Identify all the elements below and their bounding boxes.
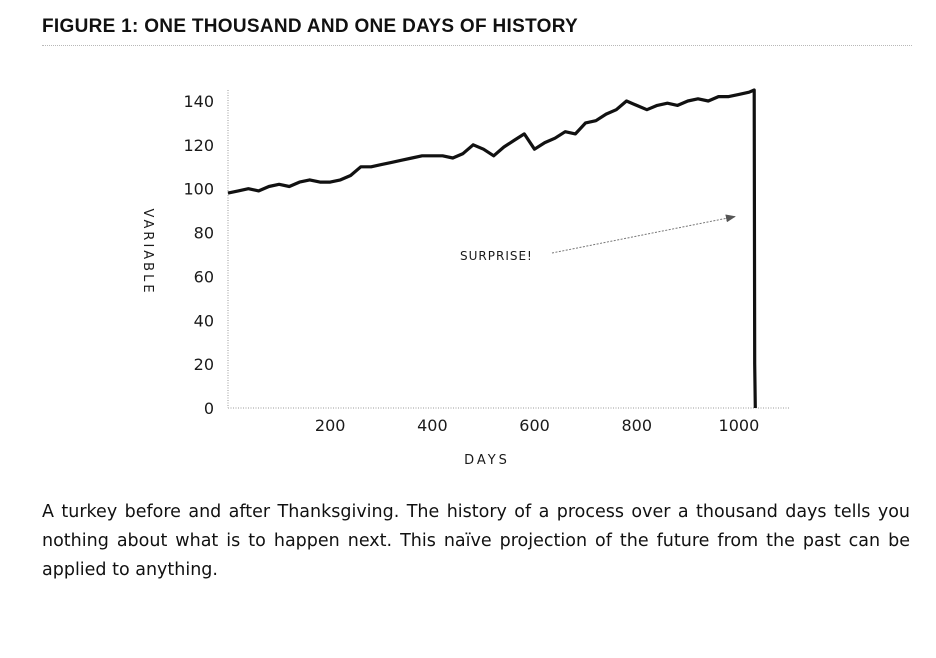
y-tick-label: 80 [194,224,214,243]
y-tick-label: 0 [204,399,214,418]
surprise-arrow-icon [551,214,736,254]
x-tick-label: 400 [417,416,448,435]
title-divider [42,45,912,46]
series-line [227,88,757,409]
x-tick-label: 1000 [719,416,760,435]
surprise-annotation-label: SURPRISE! [460,249,533,263]
annotations: SURPRISE! [460,214,736,263]
x-tick-labels: 200 400 600 800 1000 [315,416,759,435]
x-tick-label: 800 [621,416,652,435]
y-tick-label: 100 [183,180,214,199]
figure-title: FIGURE 1: ONE THOUSAND AND ONE DAYS OF H… [42,16,579,37]
figure-caption: A turkey before and after Thanksgiving. … [42,502,910,580]
y-tick-label: 60 [194,267,214,286]
y-tick-labels: 0 20 40 60 80 100 120 140 [183,92,214,418]
y-tick-label: 40 [194,311,214,330]
series-layer [227,88,757,409]
y-tick-label: 140 [183,92,214,111]
y-axis-label: VARIABLE [140,208,155,295]
x-tick-label: 200 [315,416,346,435]
turkey-line-chart: 0 20 40 60 80 100 120 140 200 400 600 800 1000 DAYS… [140,88,790,468]
x-tick-label: 600 [519,416,550,435]
y-tick-label: 20 [194,355,214,374]
x-axis-label: DAYS [464,453,510,468]
y-tick-label: 120 [183,136,214,155]
